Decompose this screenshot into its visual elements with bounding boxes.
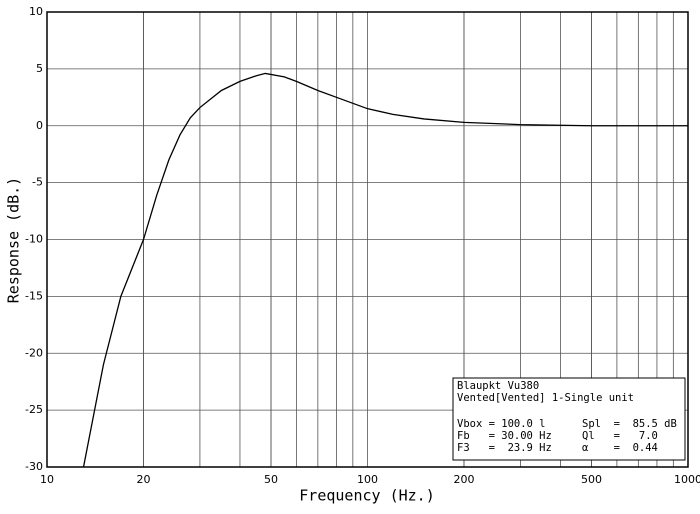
x-tick-label: 1000 bbox=[674, 473, 700, 486]
info-box: Blaupkt Vu380 Vented[Vented] 1-Single un… bbox=[452, 377, 686, 461]
x-tick-label: 100 bbox=[357, 473, 378, 486]
y-tick-label: -5 bbox=[32, 176, 43, 189]
y-tick-label: -10 bbox=[25, 233, 43, 246]
y-tick-label: 5 bbox=[36, 62, 43, 75]
x-tick-label: 200 bbox=[453, 473, 474, 486]
y-axis-label: Response (dB.) bbox=[5, 177, 23, 303]
info-cell: Fb = 30.00 Hz bbox=[457, 430, 552, 442]
y-tick-label: 0 bbox=[36, 119, 43, 132]
y-tick-label: -25 bbox=[25, 403, 43, 416]
info-subtitle: Vented[Vented] 1-Single unit bbox=[457, 392, 634, 404]
y-tick-label: -15 bbox=[25, 289, 43, 302]
info-title: Blaupkt Vu380 bbox=[457, 380, 539, 392]
x-axis-label: Frequency (Hz.) bbox=[299, 487, 434, 505]
y-tick-label: -30 bbox=[25, 460, 43, 473]
plot-frame bbox=[46, 11, 689, 468]
info-box-frame bbox=[452, 377, 686, 461]
info-cell: Vbox = 100.0 l bbox=[457, 418, 546, 430]
x-tick-label: 500 bbox=[581, 473, 602, 486]
info-cell: Spl = 85.5 dB bbox=[582, 418, 677, 430]
y-tick-label: -20 bbox=[25, 346, 43, 359]
y-tick-label: 10 bbox=[29, 5, 43, 18]
x-tick-label: 50 bbox=[264, 473, 278, 486]
info-cell: Ql = 7.0 bbox=[582, 430, 658, 442]
x-tick-label: 20 bbox=[136, 473, 150, 486]
info-cell: F3 = 23.9 Hz bbox=[457, 442, 552, 454]
response-curve bbox=[82, 72, 688, 468]
x-tick-label: 10 bbox=[40, 473, 54, 486]
info-cell: α = 0.44 bbox=[582, 442, 658, 454]
